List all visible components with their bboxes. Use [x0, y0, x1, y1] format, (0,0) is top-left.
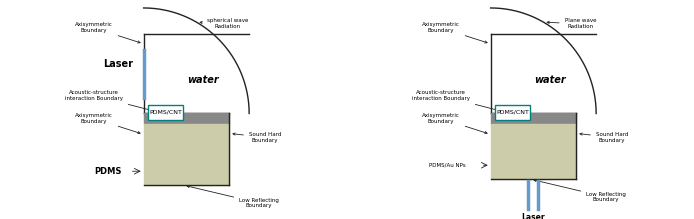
- Text: PDMS/CNT: PDMS/CNT: [496, 110, 529, 115]
- Text: Sound Hard
Boundary: Sound Hard Boundary: [580, 132, 628, 143]
- Text: Low Reflecting
Boundary: Low Reflecting Boundary: [534, 179, 626, 203]
- Text: water: water: [534, 75, 566, 85]
- Text: Axisymmetric
Boundary: Axisymmetric Boundary: [75, 113, 140, 134]
- Text: Sound Hard
Boundary: Sound Hard Boundary: [233, 132, 281, 143]
- Text: PDMS: PDMS: [94, 167, 121, 176]
- FancyBboxPatch shape: [495, 105, 530, 120]
- Text: Laser: Laser: [522, 213, 545, 219]
- Bar: [491, 124, 576, 179]
- Text: Axisymmetric
Boundary: Axisymmetric Boundary: [75, 23, 140, 43]
- Text: PDMS/CNT: PDMS/CNT: [149, 110, 182, 115]
- Text: Low Reflecting
Boundary: Low Reflecting Boundary: [187, 185, 279, 208]
- Bar: [144, 124, 229, 185]
- Text: water: water: [187, 75, 219, 85]
- Text: Plane wave
Radiation: Plane wave Radiation: [547, 18, 596, 29]
- FancyBboxPatch shape: [148, 105, 183, 120]
- Bar: [491, 113, 576, 124]
- Text: Laser: Laser: [103, 59, 133, 69]
- Text: Axisymmetric
Boundary: Axisymmetric Boundary: [422, 113, 487, 134]
- Bar: [144, 113, 229, 124]
- Text: Acoustic-structure
interaction Boundary: Acoustic-structure interaction Boundary: [65, 90, 160, 113]
- Text: Axisymmetric
Boundary: Axisymmetric Boundary: [422, 23, 487, 43]
- Text: spherical wave
Radiation: spherical wave Radiation: [200, 18, 248, 29]
- Text: Acoustic-structure
interaction Boundary: Acoustic-structure interaction Boundary: [412, 90, 507, 113]
- Text: PDMS/Au NPs: PDMS/Au NPs: [428, 163, 465, 168]
